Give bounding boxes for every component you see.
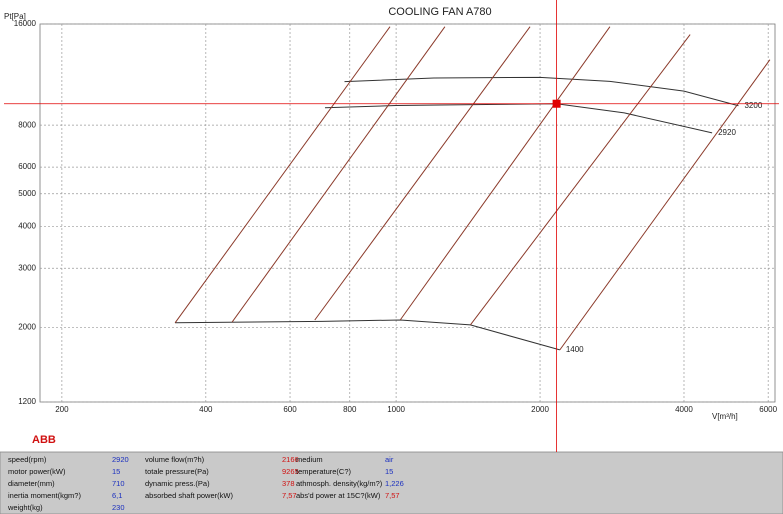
x-tick-label: 800 [343,405,357,414]
info-label: volume flow(m?h) [145,455,205,464]
curve [559,59,771,351]
info-value: 15 [385,467,393,476]
info-value: 1,226 [385,479,404,488]
curve [399,26,611,321]
y-tick-label: 5000 [18,189,36,198]
curve [174,26,391,324]
y-tick-label: 3000 [18,263,36,272]
x-tick-label: 200 [55,405,69,414]
info-value: 2920 [112,455,129,464]
curve [469,34,691,326]
x-tick-label: 2000 [531,405,549,414]
operating-point [552,99,561,108]
plot-frame [39,23,776,403]
info-label: diameter(mm) [8,479,55,488]
info-label: abs'd power at 15C?(kW) [296,491,381,500]
y-tick-label: 16000 [14,19,37,28]
x-tick-label: 400 [199,405,213,414]
info-value: 7,57 [385,491,400,500]
y-tick-label: 1200 [18,397,36,406]
info-value: 230 [112,503,125,512]
info-label: absorbed shaft power(kW) [145,491,233,500]
info-value: 6,1 [112,491,122,500]
x-tick-label: 6000 [759,405,777,414]
x-tick-label: 1000 [387,405,405,414]
y-tick-label: 2000 [18,323,36,332]
info-label: motor power(kW) [8,467,66,476]
chart-title: COOLING FAN A780 [388,6,491,18]
curve-label: 3200 [744,101,762,110]
info-label: totale pressure(Pa) [145,467,209,476]
info-label: weight(kg) [7,503,43,512]
curve [344,76,739,107]
info-value: air [385,455,394,464]
curve [314,26,531,321]
y-tick-label: 8000 [18,120,36,129]
info-label: athmosph. density(kg/m?) [296,479,383,488]
y-tick-label: 6000 [18,162,36,171]
info-label: temperature(C?) [296,467,352,476]
info-label: inertia moment(kgm?) [8,491,81,500]
curve-label: 2920 [718,128,736,137]
info-label: medium [296,455,323,464]
info-panel [0,451,783,514]
x-axis-label: V[m³/h] [712,412,738,421]
y-tick-label: 4000 [18,221,36,230]
x-tick-label: 600 [283,405,297,414]
info-value: 2166 [282,455,299,464]
info-value: 710 [112,479,125,488]
curve [231,26,446,323]
info-value: 7,57 [282,491,297,500]
logo: ABB [32,434,56,446]
info-value: 9265 [282,467,299,476]
x-tick-label: 4000 [675,405,693,414]
info-value: 378 [282,479,295,488]
panel-rows: speed(rpm) 2920 motor power(kW) 15 diameter(… [7,455,404,512]
info-value: 15 [112,467,120,476]
curve-label: 1400 [566,345,584,354]
y-axis-label: Pt[Pa] [4,12,26,21]
info-label: dynamic press.(Pa) [145,479,210,488]
info-label: speed(rpm) [8,455,47,464]
